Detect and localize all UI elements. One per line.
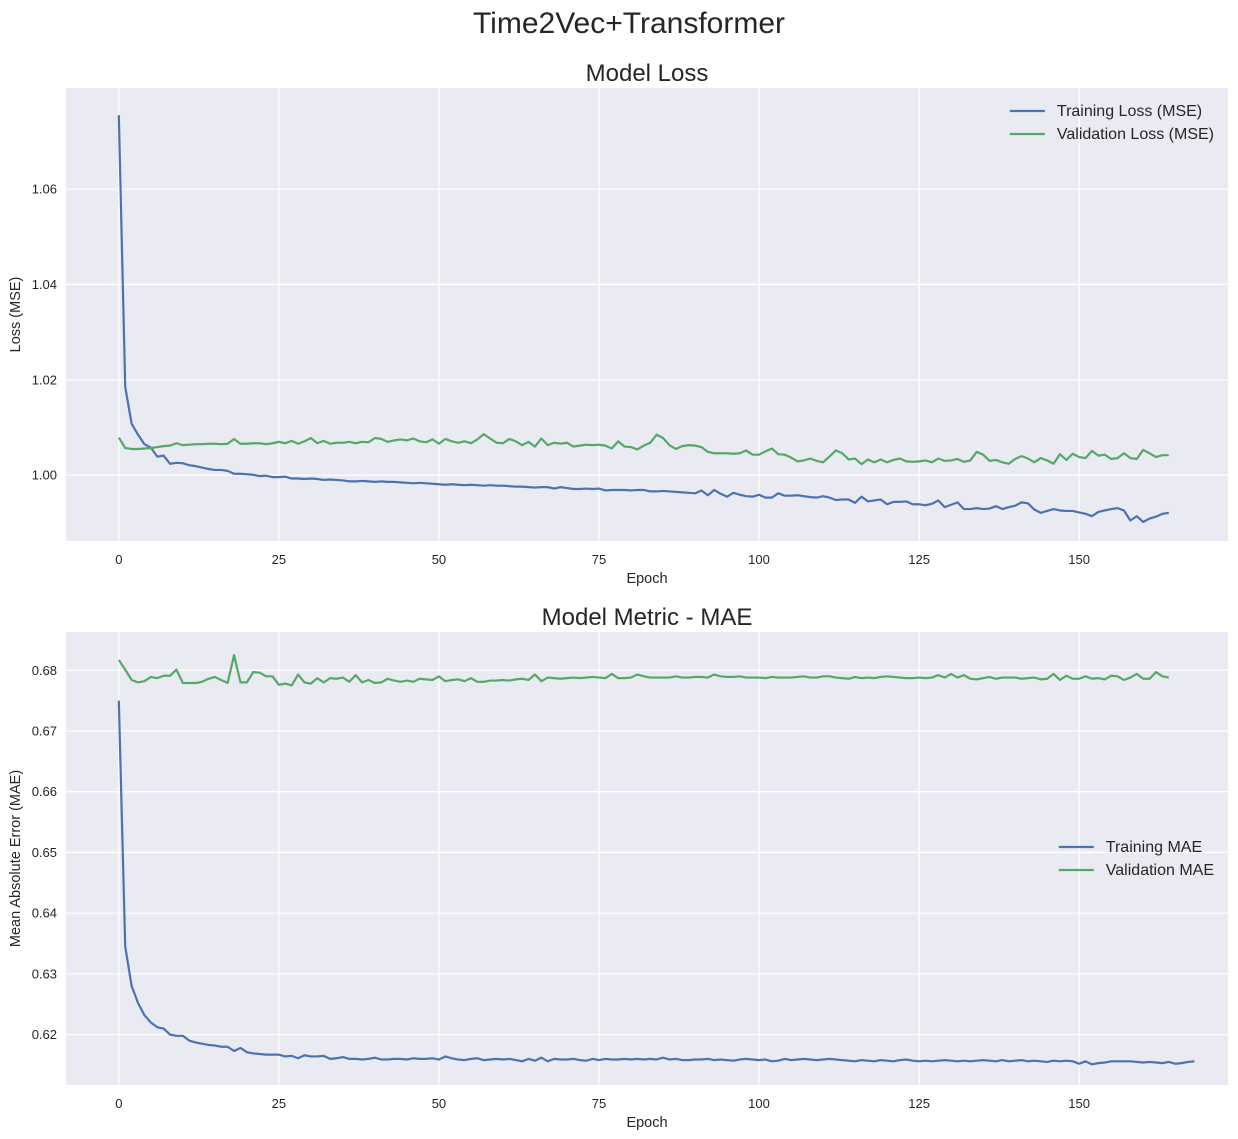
legend: Training Loss (MSE) Validation Loss (MSE) xyxy=(1009,103,1214,143)
x-tick-label: 50 xyxy=(432,552,446,567)
x-tick-label: 75 xyxy=(592,1096,606,1111)
x-tick-label: 25 xyxy=(272,1096,286,1111)
training-series-line xyxy=(117,700,1195,1066)
y-tick-label: 1.00 xyxy=(32,468,57,483)
y-tick-label: 0.66 xyxy=(32,784,57,799)
validation-series-line xyxy=(117,653,1169,687)
plot-background xyxy=(66,632,1228,1085)
x-tick-label: 75 xyxy=(592,552,606,567)
y-tick-label: 0.65 xyxy=(32,845,57,860)
x-tick-label: 100 xyxy=(748,552,770,567)
y-tick-label: 1.06 xyxy=(32,182,57,197)
x-tick-label: 0 xyxy=(115,552,122,567)
x-tick-label: 125 xyxy=(908,552,930,567)
x-tick-label: 0 xyxy=(115,1096,122,1111)
y-tick-label: 1.02 xyxy=(32,372,57,387)
x-tick-label: 25 xyxy=(272,552,286,567)
y-tick-label: 0.67 xyxy=(32,723,57,738)
x-tick-label: 50 xyxy=(432,1096,446,1111)
legend-label: Training Loss (MSE) xyxy=(1057,103,1202,120)
legend-label: Validation Loss (MSE) xyxy=(1057,126,1214,143)
loss-chart: 0 25 50 75 100 125 150 1.00 1.02 1.04 1.06 Model Lo… xyxy=(8,60,1228,587)
y-tick-label: 0.63 xyxy=(32,966,57,981)
chart-title: Model Loss xyxy=(586,60,709,87)
figure-title: Time2Vec+Transformer xyxy=(473,7,785,40)
x-axis-label: Epoch xyxy=(626,571,667,587)
legend: Training MAE Validation MAE xyxy=(1058,839,1214,879)
legend-label: Training MAE xyxy=(1106,839,1202,856)
mae-chart: 0 25 50 75 100 125 150 0.62 0.63 0.64 0.65 0.66 0.67… xyxy=(8,604,1228,1131)
plot-background xyxy=(66,88,1228,541)
validation-series-line xyxy=(117,433,1169,466)
x-tick-label: 125 xyxy=(908,1096,930,1111)
x-tick-label: 100 xyxy=(748,1096,770,1111)
legend-label: Validation MAE xyxy=(1106,862,1214,879)
y-tick-label: 0.64 xyxy=(32,906,57,921)
y-axis-label: Loss (MSE) xyxy=(8,277,24,353)
x-axis-label: Epoch xyxy=(626,1115,667,1131)
y-tick-label: 1.04 xyxy=(32,277,57,292)
y-axis-label: Mean Absolute Error (MAE) xyxy=(8,770,24,947)
y-tick-label: 0.62 xyxy=(32,1027,57,1042)
x-tick-label: 150 xyxy=(1068,1096,1090,1111)
chart-title: Model Metric - MAE xyxy=(542,604,753,631)
y-tick-label: 0.68 xyxy=(32,663,57,678)
training-series-line xyxy=(117,115,1169,524)
x-tick-label: 150 xyxy=(1068,552,1090,567)
